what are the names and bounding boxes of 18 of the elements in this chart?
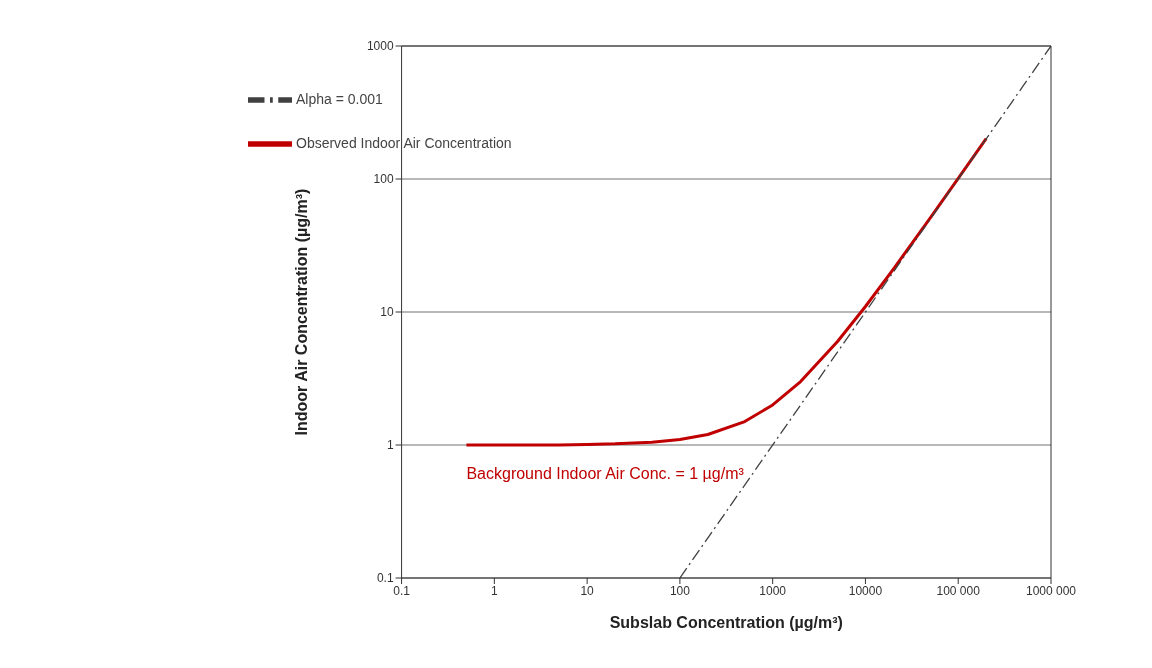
annotation: Background Indoor Air Conc. = 1 µg/m³ [466,465,745,482]
x-tick-label: 10 [580,583,595,598]
y-tick-label: 100 [373,172,394,187]
legend-label: Alpha = 0.001 [296,90,383,107]
x-tick-label: 1000 [759,583,787,598]
x-tick-label: 1 [491,583,499,598]
x-tick-label: 0.1 [393,583,411,598]
x-tick-label: 100 [669,583,691,598]
y-axis-title: Indoor Air Concentration (µg/m³) [293,188,311,436]
x-tick-label: 100 000 [936,583,981,598]
x-tick-label: 1000 000 [1025,583,1077,598]
y-tick-label: 0.1 [376,571,394,586]
y-tick-label: 1000 [366,39,394,54]
x-axis-title: Subslab Concentration (µg/m³) [609,614,843,631]
y-tick-label: 10 [380,305,394,320]
legend-label: Observed Indoor Air Concentration [296,134,512,151]
y-tick-label: 1 [386,438,394,453]
x-tick-label: 10000 [848,583,883,598]
